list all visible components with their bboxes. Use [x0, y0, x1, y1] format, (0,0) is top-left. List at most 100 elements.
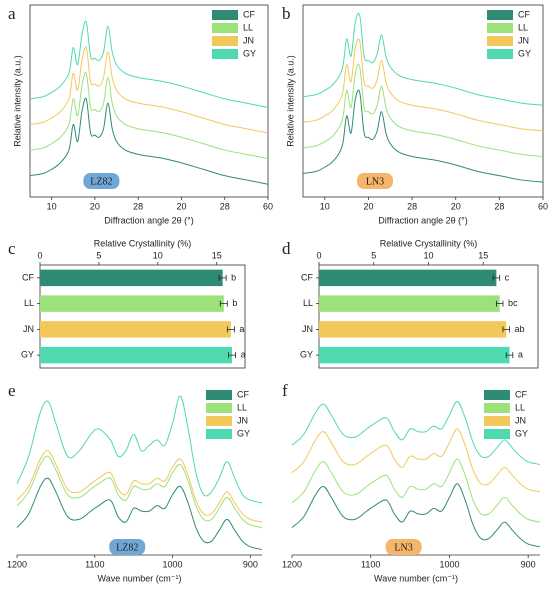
spectrum-line — [302, 38, 544, 132]
bar — [319, 321, 507, 338]
x-tick-label: 1000 — [163, 559, 183, 569]
x-tick-label: 0 — [316, 250, 321, 260]
y-tick-label: CF — [301, 272, 313, 282]
legend-label: CF — [515, 389, 527, 399]
legend-swatch — [487, 49, 513, 59]
x-tick-label: 900 — [243, 559, 258, 569]
x-tick-label: 1100 — [85, 559, 104, 569]
y-tick-label: GY — [300, 350, 313, 360]
legend-label: LL — [243, 22, 253, 32]
spectrum-line — [291, 458, 541, 523]
spectrum-line — [16, 477, 263, 551]
legend-label: LL — [515, 402, 525, 412]
x-axis-label: Relative Crystallinity (%) — [94, 238, 192, 248]
legend-swatch — [484, 390, 510, 400]
x-tick-label: 900 — [521, 559, 536, 569]
annotation: LZ82 — [116, 542, 138, 553]
x-tick-label: 10 — [47, 201, 57, 211]
bar — [319, 295, 500, 312]
legend-swatch — [212, 23, 238, 33]
x-tick-label: 15 — [478, 250, 488, 260]
error-bar — [492, 274, 501, 281]
legend-label: JN — [243, 35, 254, 45]
error-bar — [505, 352, 514, 359]
y-tick-label: JN — [23, 324, 34, 334]
annotation-badge — [83, 173, 120, 189]
legend-label: JN — [518, 35, 529, 45]
x-axis-label: Relative Crystallinity (%) — [380, 238, 478, 248]
spectrum-line — [16, 455, 263, 529]
x-tick-label: 20 — [363, 201, 373, 211]
x-tick-label: 10 — [320, 201, 330, 211]
bar — [319, 346, 510, 364]
legend-swatch — [487, 36, 513, 46]
error-bar — [226, 326, 235, 333]
spectrum-line — [291, 428, 541, 493]
x-tick-label: 1200 — [282, 559, 302, 569]
x-tick-label: 5 — [371, 250, 376, 260]
x-tick-label: 20 — [90, 201, 100, 211]
legend-label: GY — [518, 48, 531, 58]
bar — [40, 321, 231, 338]
y-axis-label: Relative intensity (a.u.) — [285, 55, 295, 147]
error-bar — [495, 300, 504, 307]
x-axis-label: Wave number (cm⁻¹) — [98, 573, 182, 583]
x-tick-label: 20 — [451, 201, 461, 211]
annotation: LZ82 — [90, 176, 112, 187]
legend-swatch — [484, 429, 510, 439]
legend-swatch — [484, 403, 510, 413]
legend-swatch — [206, 403, 232, 413]
legend-label: CF — [237, 389, 249, 399]
legend-label: CF — [518, 9, 530, 19]
spectrum-line — [29, 46, 269, 134]
legend-swatch — [212, 10, 238, 20]
x-axis-label: Diffraction angle 2θ (°) — [378, 215, 467, 225]
legend-swatch — [206, 416, 232, 426]
x-tick-label: 28 — [494, 201, 504, 211]
plot-frame — [29, 4, 269, 198]
error-bar — [219, 300, 228, 307]
spectrum-line — [291, 400, 541, 466]
spectrum-line — [302, 12, 544, 106]
plot-frame — [302, 4, 544, 198]
x-axis-label: Diffraction angle 2θ (°) — [104, 215, 193, 225]
y-tick-label: JN — [302, 324, 313, 334]
significance-letter: a — [239, 324, 244, 334]
panel-letter: e — [8, 381, 16, 400]
x-tick-label: 5 — [96, 250, 101, 260]
y-tick-label: GY — [21, 350, 34, 360]
significance-letter: bc — [508, 298, 518, 308]
significance-letter: c — [505, 272, 510, 282]
x-tick-label: 1000 — [439, 559, 459, 569]
x-tick-label: 0 — [37, 250, 42, 260]
significance-letter: a — [518, 350, 523, 360]
panel-letter: c — [8, 239, 16, 258]
annotation: LN3 — [366, 176, 384, 187]
bar — [40, 269, 223, 287]
legend-label: LL — [518, 22, 528, 32]
x-tick-label: 60 — [263, 201, 273, 211]
error-bar — [228, 352, 236, 359]
legend-label: GY — [237, 428, 250, 438]
legend-swatch — [206, 429, 232, 439]
error-bar — [502, 326, 510, 333]
spectrum-line — [302, 89, 544, 183]
significance-letter: ab — [515, 324, 525, 334]
spectrum-line — [291, 483, 541, 548]
legend-swatch — [212, 49, 238, 59]
significance-letter: b — [232, 298, 237, 308]
legend-swatch — [212, 36, 238, 46]
x-tick-label: 10 — [423, 250, 433, 260]
x-axis-label: Wave number (cm⁻¹) — [374, 573, 458, 583]
y-tick-label: LL — [303, 298, 313, 308]
x-tick-label: 1200 — [7, 559, 27, 569]
y-axis-label: Relative intensity (a.u.) — [12, 55, 22, 147]
annotation-badge — [109, 539, 146, 555]
spectrum-line — [29, 97, 269, 185]
annotation: LN3 — [394, 542, 412, 553]
panel-letter: a — [8, 4, 16, 23]
x-tick-label: 28 — [220, 201, 230, 211]
spectrum-line — [16, 395, 263, 504]
significance-letter: b — [231, 272, 236, 282]
